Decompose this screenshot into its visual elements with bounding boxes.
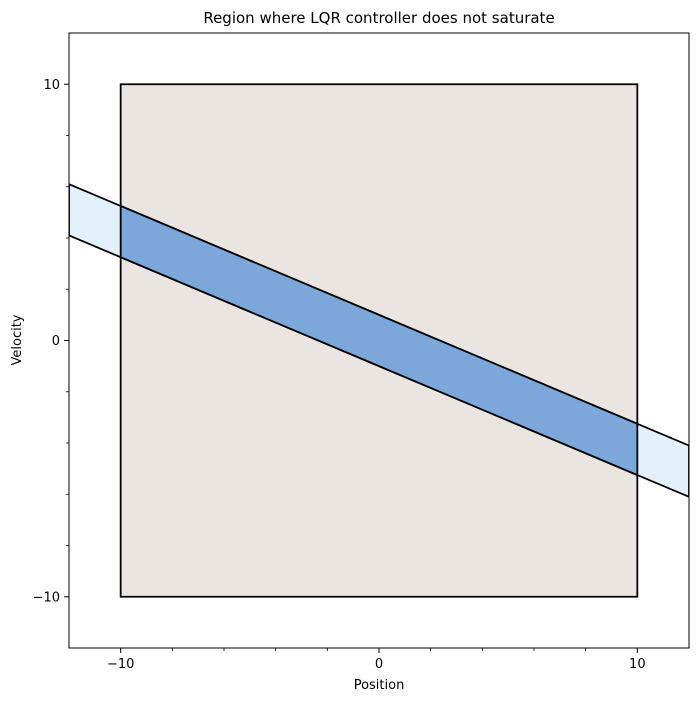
y-tick-label: 0 (52, 334, 60, 349)
region-band-inside-box (119, 204, 639, 477)
x-tick-label: 0 (375, 657, 383, 672)
y-tick-label: −10 (33, 590, 60, 605)
x-tick-label: 10 (629, 657, 646, 672)
x-axis-label: Position (354, 678, 405, 693)
chart-title: Region where LQR controller does not sat… (203, 9, 554, 27)
x-tick-label: −10 (107, 657, 134, 672)
y-axis-label: Velocity (10, 314, 25, 365)
y-tick-label: 10 (43, 78, 60, 93)
